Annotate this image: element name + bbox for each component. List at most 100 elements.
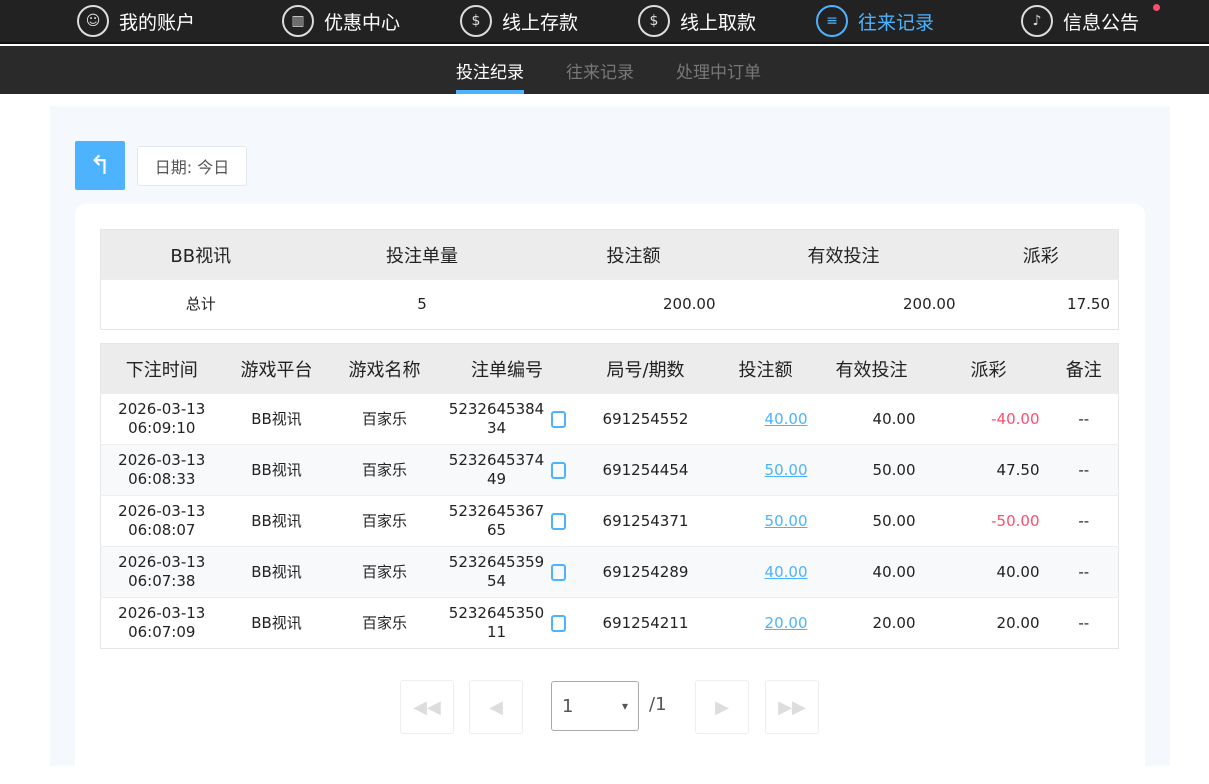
order-number-text: 523264535011 (448, 604, 545, 641)
remark: -- (1049, 546, 1119, 598)
bet-amount-link[interactable]: 50.00 (764, 511, 808, 530)
bet-date: 2026-03-13 (118, 553, 206, 571)
column-header: 局号/期数 (575, 343, 716, 394)
remark: -- (1049, 444, 1119, 496)
nav-item[interactable]: ♪ 信息公告 (1021, 2, 1139, 40)
copy-icon[interactable] (550, 614, 566, 632)
platform: BB视讯 (222, 393, 331, 445)
left-icon: ◀ (489, 696, 503, 718)
bet-date: 2026-03-13 (118, 451, 206, 469)
column-header: 下注时间 (100, 343, 223, 394)
payout: 17.50 (963, 279, 1119, 330)
gift-icon: ▥ (282, 5, 314, 37)
game-name: 百家乐 (330, 495, 439, 547)
column-header: 游戏平台 (222, 343, 331, 394)
copy-icon[interactable] (550, 410, 566, 428)
prev-page-button[interactable]: ◀ (469, 680, 523, 734)
nav-item[interactable]: ▥ 优惠中心 (282, 2, 400, 40)
valid-bet: 200.00 (723, 279, 964, 330)
column-header: 游戏名称 (330, 343, 439, 394)
copy-icon[interactable] (550, 512, 566, 530)
page-select[interactable]: 1 ▾ (551, 681, 639, 731)
right-icon: ▶ (715, 696, 729, 718)
nav-label: 线上存款 (502, 11, 579, 34)
bet-amount-cell: 50.00 (715, 495, 816, 547)
copy-icon[interactable] (550, 563, 566, 581)
game-name: 百家乐 (330, 393, 439, 445)
bet-date: 2026-03-13 (118, 400, 206, 418)
bet-time: 2026-03-13 06:07:38 (100, 546, 223, 598)
round-number: 691254289 (575, 546, 716, 598)
bet-amount-cell: 40.00 (715, 546, 816, 598)
order-number-text: 523264538434 (448, 400, 545, 437)
back-arrow-icon: ↰ (89, 150, 111, 181)
valid-bet: 50.00 (815, 444, 928, 496)
deposit-icon: $ (460, 5, 492, 37)
nav-label: 优惠中心 (324, 11, 401, 34)
game-name: 百家乐 (330, 444, 439, 496)
column-header: 备注 (1049, 343, 1119, 394)
bet-date: 2026-03-13 (118, 502, 206, 520)
bet-amount-cell: 50.00 (715, 444, 816, 496)
summary-header: 有效投注 (723, 229, 964, 280)
platform: BB视讯 (222, 546, 331, 598)
bet-amount-link[interactable]: 50.00 (764, 460, 808, 479)
platform: BB视讯 (222, 444, 331, 496)
last-page-button[interactable]: ▶▶ (765, 680, 819, 734)
chevron-down-icon: ▾ (621, 699, 628, 713)
bet-count: 5 (300, 279, 544, 330)
page-total: /1 (649, 694, 667, 715)
summary-header: 投注单量 (300, 229, 544, 280)
detail-table: 下注时间 游戏平台 游戏名称 注单编号 局号/期数 投注额 有效投注 派彩 备注 2026-03… (100, 343, 1119, 649)
copy-icon[interactable] (550, 461, 566, 479)
column-header: 派彩 (927, 343, 1050, 394)
page-value: 1 (562, 695, 574, 717)
nav-label: 线上取款 (680, 11, 757, 34)
summary-row: 总计 5 200.00 200.00 17.50 (100, 279, 1119, 330)
nav-item[interactable]: ☺ 我的账户 (77, 2, 195, 40)
nav-item[interactable]: $ 线上存款 (460, 2, 578, 40)
order-number: 523264535011 (438, 597, 576, 649)
double-left-icon: ◀◀ (413, 696, 441, 718)
remark: -- (1049, 393, 1119, 445)
nav-item[interactable]: ≡ 往来记录 (816, 2, 934, 40)
table-row: 2026-03-13 06:07:09 BB视讯 百家乐 523264535011… (100, 597, 1119, 649)
sub-nav: 投注纪录 往来记录 处理中订单 (0, 46, 1209, 94)
tab-transactions[interactable]: 往来记录 (566, 63, 634, 83)
tab-pending-orders[interactable]: 处理中订单 (676, 63, 761, 83)
order-number: 523264538434 (438, 393, 576, 445)
platform: BB视讯 (222, 597, 331, 649)
remark: -- (1049, 597, 1119, 649)
round-number: 691254454 (575, 444, 716, 496)
next-page-button[interactable]: ▶ (695, 680, 749, 734)
bet-amount-link[interactable]: 40.00 (764, 562, 808, 581)
user-icon: ☺ (77, 5, 109, 37)
remark: -- (1049, 495, 1119, 547)
tab-bet-records[interactable]: 投注纪录 (456, 58, 524, 94)
records-card: BB视讯 投注单量 投注额 有效投注 派彩 总计 5 200.00 200.00 17.50 下… (75, 204, 1145, 784)
bet-amount-link[interactable]: 20.00 (764, 613, 808, 632)
summary-header: 投注额 (543, 229, 724, 280)
first-page-button[interactable]: ◀◀ (400, 680, 454, 734)
game-name: 百家乐 (330, 546, 439, 598)
summary-header: 派彩 (963, 229, 1119, 280)
back-button[interactable]: ↰ (75, 141, 125, 190)
nav-item[interactable]: $ 线上取款 (638, 2, 756, 40)
top-nav: ☺ 我的账户 ▥ 优惠中心 $ 线上存款 $ 线上取款 ≡ 往来记录 ♪ 信息公告 (0, 0, 1209, 44)
bet-amount-cell: 40.00 (715, 393, 816, 445)
summary-label: 总计 (100, 279, 301, 330)
content-panel: ↰ 日期: 今日 BB视讯 投注单量 投注额 有效投注 派彩 总计 5 200.00 200.… (50, 106, 1170, 784)
payout: 47.50 (927, 444, 1050, 496)
payout: 20.00 (927, 597, 1050, 649)
column-header: 有效投注 (815, 343, 928, 394)
record-icon: ≡ (816, 5, 848, 37)
bet-amount-cell: 20.00 (715, 597, 816, 649)
bet-amount-link[interactable]: 40.00 (764, 409, 808, 428)
bet-amount: 200.00 (543, 279, 724, 330)
bet-time: 2026-03-13 06:08:33 (100, 444, 223, 496)
bet-clock: 06:08:33 (128, 470, 196, 488)
date-filter[interactable]: 日期: 今日 (137, 146, 247, 186)
column-header: 投注额 (715, 343, 816, 394)
nav-label: 信息公告 (1063, 11, 1140, 34)
bet-clock: 06:08:07 (128, 521, 196, 539)
